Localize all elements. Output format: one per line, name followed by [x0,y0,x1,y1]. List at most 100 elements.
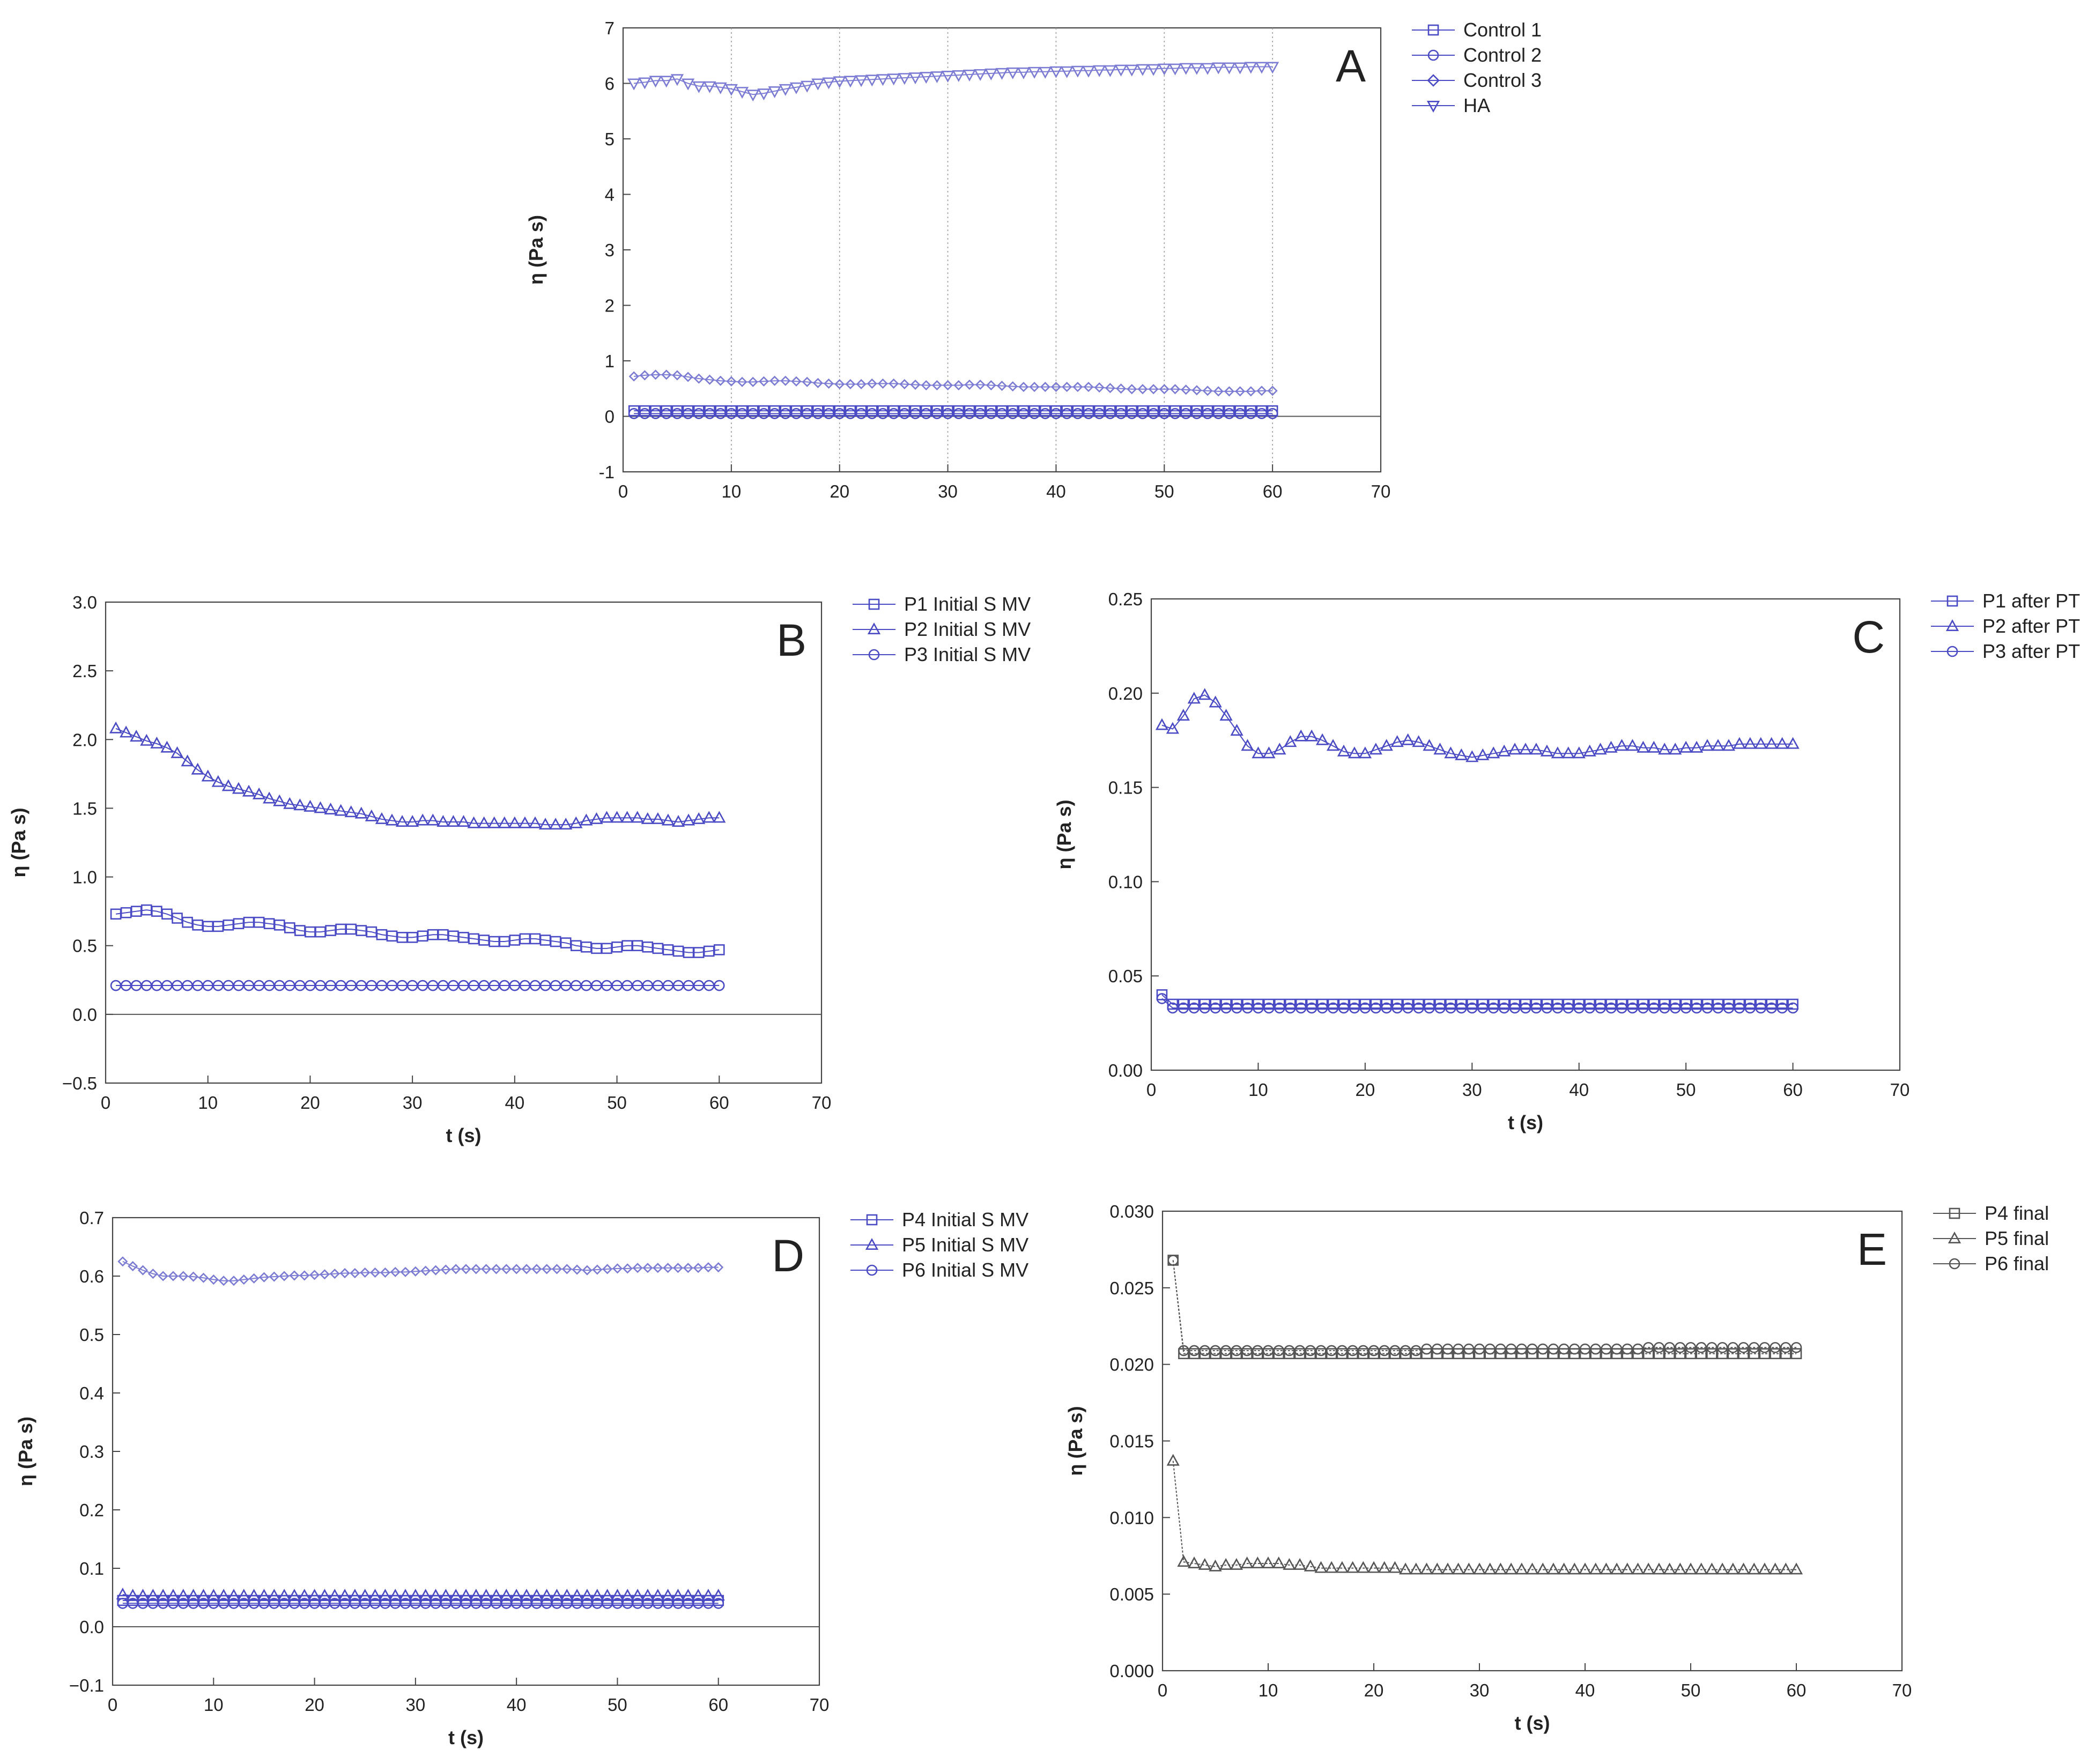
data-point [207,1589,220,1601]
y-tick-label: 0.005 [1109,1584,1154,1604]
data-point [790,405,802,417]
y-axis-label: η (Pa s) [525,215,547,285]
data-point [1743,737,1757,749]
data-point [447,815,460,827]
data-point [1039,405,1051,417]
data-point [1370,1002,1382,1014]
data-point [518,816,532,828]
data-point [1776,1002,1788,1014]
data-point [1230,1558,1243,1570]
data-point [1210,1345,1221,1357]
data-point [986,380,996,391]
x-tick-label: 10 [1259,1680,1278,1700]
data-point [661,1589,675,1601]
y-tick-label: 0 [605,407,615,427]
data-point [1359,1002,1371,1014]
data-point [691,1589,705,1601]
legend-item: P1 after PT [1931,590,2080,612]
data-point [1433,743,1447,755]
data-point [1369,743,1382,755]
y-tick-label: 0.025 [1109,1278,1154,1298]
data-point [1441,1562,1454,1575]
data-point [1631,1562,1645,1575]
data-point [1548,1343,1559,1355]
data-point [1220,998,1232,1010]
data-point [1167,1255,1179,1266]
x-tick-label: 50 [607,1093,627,1113]
data-point [1284,1002,1296,1014]
data-point [1274,998,1285,1010]
data-point [277,1589,291,1601]
data-point [834,405,846,417]
data-point [661,813,675,826]
data-point [843,76,857,88]
data-point [258,1272,269,1283]
data-point [627,78,641,91]
data-point [876,74,890,86]
data-point [309,1270,320,1280]
x-tick-label: 10 [204,1695,224,1715]
data-point [201,769,214,782]
data-point [1060,66,1074,78]
data-point [898,73,911,85]
data-point [1423,739,1436,751]
y-tick-label: 0.030 [1109,1202,1154,1221]
data-point [1326,739,1340,751]
data-point [622,1263,633,1274]
data-point [1605,998,1617,1010]
plot-frame [622,27,1382,473]
data-point [126,1589,139,1601]
data-point [1220,1002,1232,1014]
data-point [1642,1562,1655,1575]
data-point [1326,1345,1337,1357]
data-point [191,762,204,775]
data-point [580,813,593,826]
data-point [242,784,256,797]
data-point [789,82,803,94]
data-point [737,376,747,387]
data-point [963,69,976,81]
data-point [1421,1348,1432,1359]
data-point [670,74,684,86]
data-point [1246,386,1256,397]
data-point [1401,733,1415,745]
data-point [953,408,965,419]
data-point [1579,1343,1591,1355]
data-point [1652,1562,1666,1575]
data-point [1114,64,1128,77]
data-point [1632,1343,1644,1355]
data-point [1569,1343,1580,1355]
data-point [1231,1345,1242,1357]
data-point [682,408,694,419]
data-point [1658,743,1671,755]
data-point [1653,1341,1665,1353]
data-point [1573,1002,1585,1014]
data-point [1209,695,1222,708]
data-point [429,1589,442,1601]
data-point [1766,998,1777,1010]
data-point [1018,382,1029,392]
data-point [1212,405,1224,417]
data-point [715,405,726,417]
data-point [639,408,650,419]
y-axis-label: η (Pa s) [14,1417,36,1486]
data-point [1484,1348,1496,1359]
data-point [1223,62,1236,75]
data-point [1191,408,1203,419]
data-point [660,76,673,88]
x-tick-label: 40 [1569,1080,1589,1100]
data-point [1515,1562,1528,1575]
data-point [1105,408,1116,419]
data-point [823,408,834,419]
data-point [715,408,726,419]
data-point [889,378,899,389]
data-point [1541,1002,1553,1014]
data-point [1664,1341,1675,1353]
data-point [1262,1345,1274,1357]
data-point [703,1262,714,1273]
data-point [812,377,823,388]
data-point [692,812,706,824]
data-point [298,1589,311,1601]
data-point [682,813,695,826]
data-point [930,71,944,84]
